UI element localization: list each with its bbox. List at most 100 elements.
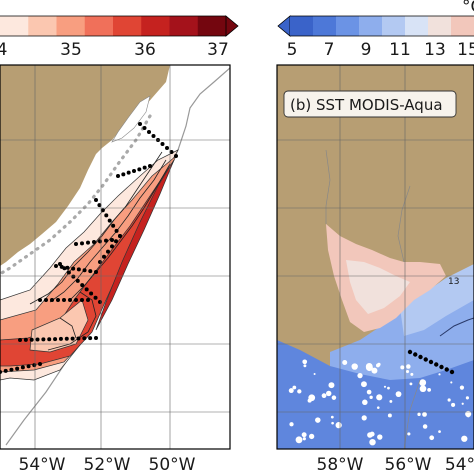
- right-colorbar-tick-label: 7: [324, 40, 335, 60]
- station-dot: [80, 241, 84, 246]
- station-dot: [138, 122, 142, 126]
- station-dot: [3, 368, 8, 373]
- station-dot: [82, 268, 87, 273]
- station-dot: [89, 291, 94, 296]
- right-colorbar-cell: [336, 16, 360, 36]
- station-dot: [449, 369, 455, 375]
- station-dot: [423, 357, 428, 362]
- salinity-isolines: [29, 151, 171, 351]
- cloud-speck: [361, 415, 367, 421]
- cloud-speck: [369, 438, 376, 446]
- cloud-speck: [465, 410, 472, 418]
- cloud-speck: [289, 422, 294, 427]
- left-map-lon-label: 50°W: [149, 455, 196, 474]
- station-dot: [68, 298, 72, 302]
- station-dot: [86, 298, 90, 302]
- right-map-lon-label: 58°W: [317, 455, 364, 474]
- cloud-speck: [342, 360, 348, 366]
- right-colorbar-cell: [382, 16, 406, 36]
- station-dot: [80, 298, 84, 302]
- station-dot: [26, 364, 31, 369]
- cloud-speck: [461, 402, 464, 405]
- station-dot: [98, 239, 102, 244]
- station-dot: [97, 203, 102, 208]
- left-colorbar-cell: [197, 16, 227, 36]
- cloud-speck: [362, 399, 368, 406]
- station-dot: [47, 337, 52, 342]
- cloud-speck: [377, 434, 383, 440]
- cloud-speck: [326, 390, 332, 397]
- right-colorbar-cell: [405, 16, 429, 36]
- cloud-speck: [376, 363, 380, 368]
- station-dot: [118, 234, 122, 238]
- cloud-speck: [335, 422, 342, 429]
- cloud-speck: [288, 388, 294, 394]
- cloud-speck: [419, 385, 427, 393]
- left-map-lagoon: [111, 95, 151, 143]
- left-map-gridlines: [0, 65, 230, 449]
- cloud-speck: [330, 415, 334, 419]
- cloud-speck: [369, 395, 373, 400]
- station-dot: [38, 298, 42, 302]
- station-dot: [428, 359, 434, 365]
- station-dot: [111, 223, 116, 228]
- right-colorbar-cell: [451, 16, 474, 36]
- cloud-speck: [301, 432, 307, 438]
- right-map-transect: [407, 349, 455, 375]
- cloud-speck: [351, 363, 358, 370]
- cloud-speck: [292, 385, 297, 390]
- station-dot: [102, 254, 106, 259]
- cloud-speck: [307, 398, 312, 403]
- station-dot: [114, 239, 118, 244]
- cloud-speck: [376, 406, 380, 409]
- station-dot: [54, 264, 58, 268]
- station-dot: [104, 213, 109, 218]
- cloud-speck: [308, 433, 315, 440]
- left-colorbar-extend-arrow: [225, 15, 239, 37]
- right-map-ocean-cold: [277, 340, 474, 449]
- station-dot: [70, 336, 75, 341]
- station-dot: [92, 240, 96, 244]
- cloud-speck: [321, 393, 327, 399]
- station-dot: [71, 266, 76, 271]
- station-dot: [74, 242, 78, 246]
- cloud-speck: [451, 402, 456, 407]
- station-dot: [418, 354, 423, 360]
- right-map-title: (b) SST MODIS-Aqua: [290, 96, 443, 114]
- cloud-speck: [302, 359, 308, 365]
- cloud-speck: [466, 414, 470, 418]
- right-map-cloud-specks: [288, 359, 472, 446]
- left-colorbar-cell: [0, 16, 29, 36]
- left-map-lon-label: 54°W: [19, 455, 66, 474]
- station-dot: [147, 130, 151, 134]
- right-map-isotherm-label: 13: [448, 277, 459, 287]
- cloud-speck: [365, 362, 373, 370]
- station-dot: [114, 228, 119, 233]
- cloud-speck: [383, 385, 387, 388]
- right-map-lon-label: 56°W: [385, 455, 432, 474]
- station-dot: [76, 267, 81, 272]
- station-dot: [121, 172, 126, 177]
- station-dot: [80, 283, 85, 288]
- station-dot: [110, 238, 114, 242]
- right-map-frame: [276, 64, 474, 450]
- station-dot: [165, 146, 169, 150]
- cloud-speck: [405, 370, 410, 374]
- station-dot: [444, 367, 449, 372]
- station-dot: [434, 362, 439, 367]
- station-dot: [62, 266, 67, 271]
- station-dot: [106, 249, 110, 254]
- right-map-gridlines: [277, 65, 474, 449]
- station-dot: [407, 349, 413, 355]
- left-colorbar-cell: [169, 16, 199, 36]
- station-dot: [126, 170, 131, 175]
- cloud-speck: [315, 417, 321, 423]
- station-dot: [53, 337, 58, 342]
- left-colorbar-tick-label: 4: [0, 40, 7, 60]
- left-map-land: [0, 65, 170, 266]
- cloud-speck: [461, 435, 468, 442]
- station-dot: [84, 287, 89, 292]
- station-dot: [9, 367, 14, 372]
- cloud-speck: [438, 373, 441, 376]
